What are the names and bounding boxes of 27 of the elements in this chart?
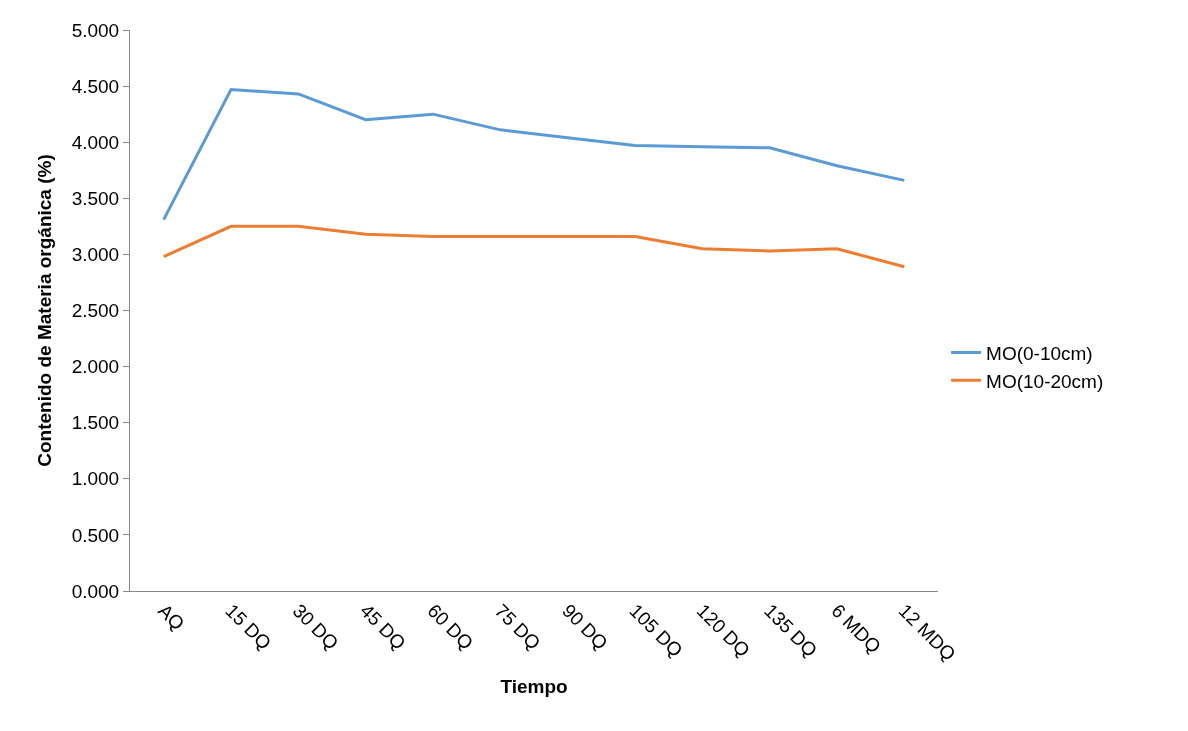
y-tick-label: 3.500 xyxy=(71,187,120,209)
x-axis-title: Tiempo xyxy=(500,675,568,697)
y-tick-label: 4.000 xyxy=(71,131,120,153)
x-tick-label: 135 DQ xyxy=(760,600,822,662)
x-tick-label: 120 DQ xyxy=(692,600,754,662)
line-series xyxy=(162,87,906,222)
y-tick-label: 2.500 xyxy=(71,300,120,322)
y-tick-label: 2.000 xyxy=(71,356,120,378)
y-tick-label: 0.500 xyxy=(71,524,120,546)
x-tick-label: AQ xyxy=(154,600,189,635)
y-tick-label: 0.000 xyxy=(71,580,120,602)
legend-label: MO(0-10cm) xyxy=(986,342,1093,364)
y-tick-label: 3.000 xyxy=(71,244,120,266)
line-series xyxy=(162,224,906,269)
x-tick-label: 90 DQ xyxy=(558,600,612,654)
x-tick-label: 30 DQ xyxy=(288,600,343,654)
y-tick-label: 5.000 xyxy=(71,19,120,41)
y-axis-title: Contenido de Materia orgánica (%) xyxy=(33,154,55,467)
legend-label: MO(10-20cm) xyxy=(986,370,1104,392)
y-tick-label: 4.500 xyxy=(71,75,120,97)
y-tick-label: 1.500 xyxy=(71,412,120,434)
y-tick-label: 1.000 xyxy=(71,468,120,490)
x-tick-label: 105 DQ xyxy=(625,600,687,662)
x-tick-label: 15 DQ xyxy=(221,600,276,654)
x-tick-label: 60 DQ xyxy=(423,600,478,654)
x-tick-label: 75 DQ xyxy=(490,600,545,654)
x-tick-label: 45 DQ xyxy=(356,600,410,654)
